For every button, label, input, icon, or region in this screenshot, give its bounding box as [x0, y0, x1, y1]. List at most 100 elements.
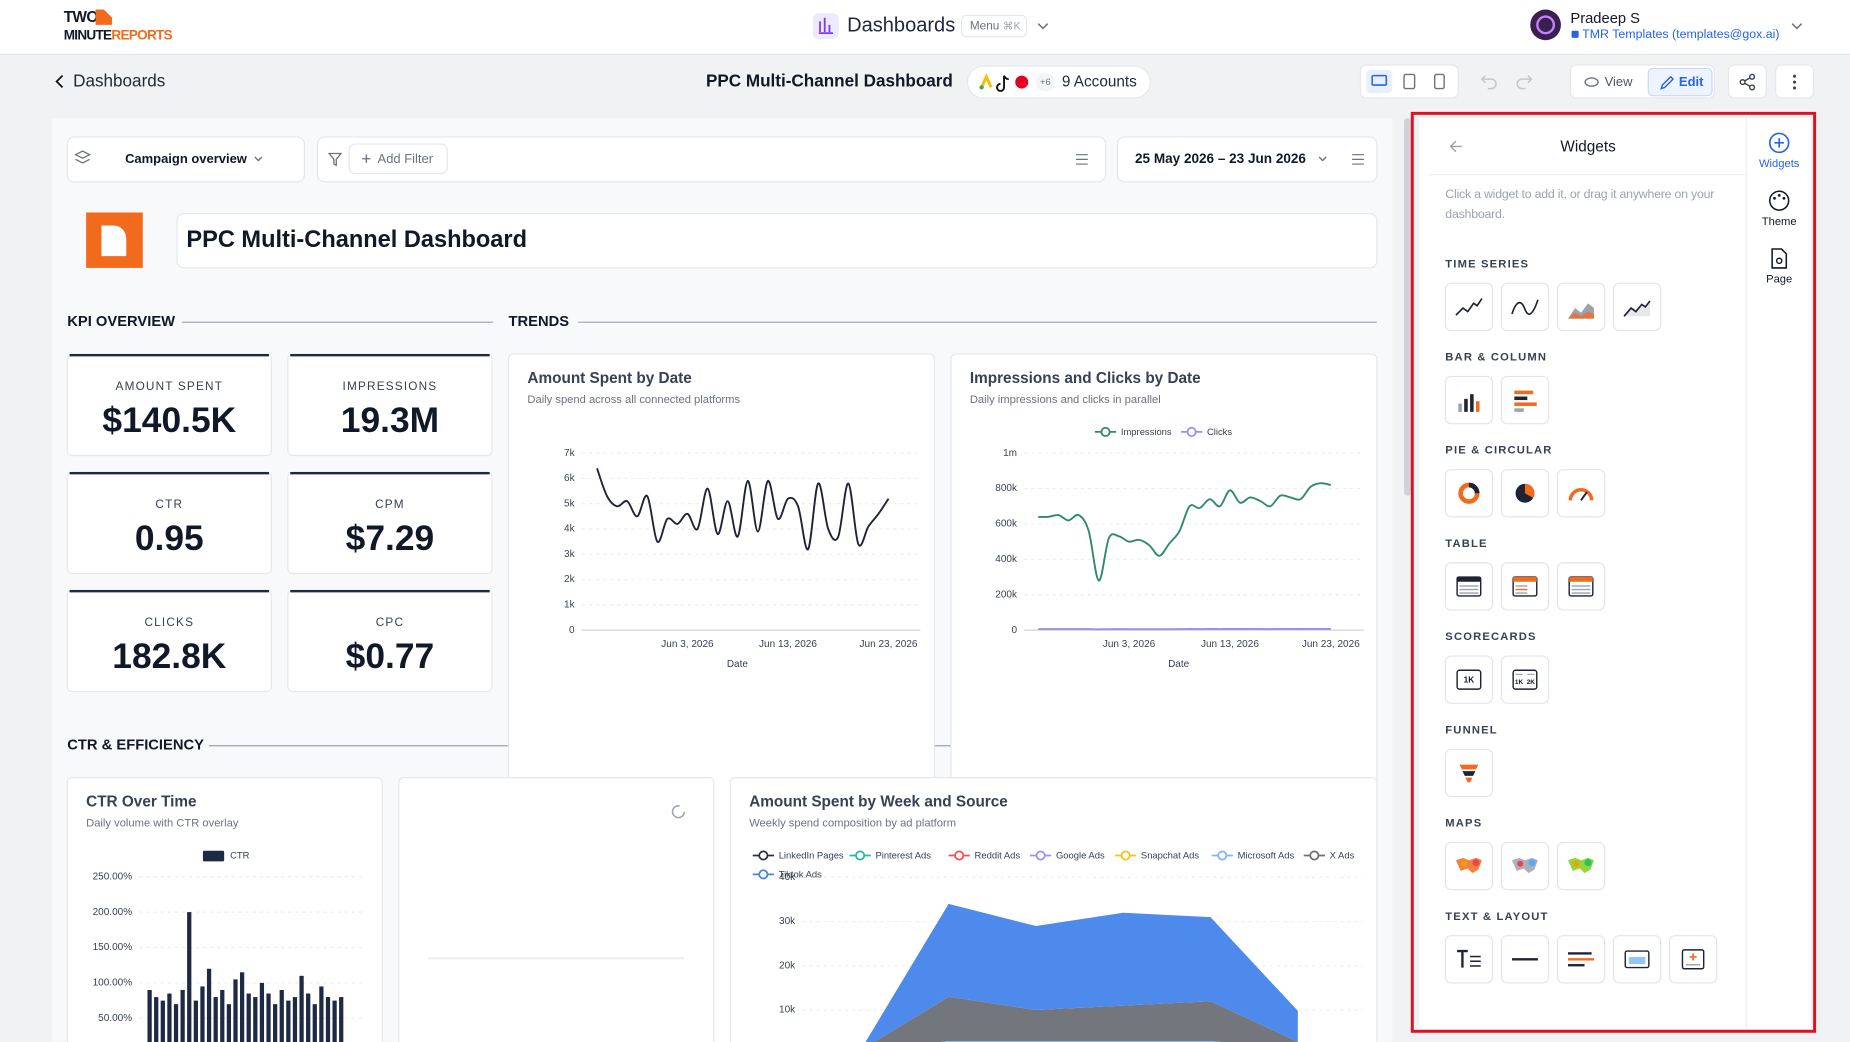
widget-glyph	[1511, 299, 1539, 315]
undo-button[interactable]	[1480, 75, 1497, 90]
page-tab-icon[interactable]	[1771, 248, 1788, 269]
widget-glyph	[1457, 577, 1481, 582]
bar	[147, 989, 152, 1042]
widget-button[interactable]	[1444, 469, 1494, 518]
widget-button[interactable]	[1556, 469, 1606, 518]
section-header: TRENDS	[509, 314, 570, 330]
widget-glyph	[1468, 482, 1480, 494]
legend-label: Microsoft Ads	[1238, 850, 1295, 861]
edit-button[interactable]	[1647, 67, 1713, 97]
x-tick-label: Jun 23, 2026	[1302, 639, 1360, 650]
widget-icon-label: 2K	[1527, 679, 1536, 686]
widget-glyph	[1568, 964, 1585, 967]
widget-glyph	[1528, 859, 1536, 867]
widget-button[interactable]	[1444, 935, 1494, 984]
edit-label: Edit	[1679, 74, 1704, 89]
chart-title: Amount Spent by Week and Source	[749, 793, 1008, 810]
widget-glyph	[1459, 592, 1479, 594]
widget-glyph	[1515, 592, 1528, 594]
more-accounts: +6	[1040, 76, 1051, 87]
widget-glyph	[1470, 394, 1474, 412]
theme-tab-icon[interactable]	[1769, 190, 1790, 211]
widget-glyph	[1584, 859, 1592, 867]
widget-group-title: TIME SERIES	[1445, 258, 1529, 270]
widget-group-title: PIE & CIRCULAR	[1445, 445, 1552, 457]
redo-button[interactable]	[1516, 75, 1533, 90]
share-icon-dot	[1749, 84, 1756, 91]
y-tick-label: 20k	[779, 960, 796, 971]
title-block	[176, 213, 1378, 269]
widget-button[interactable]	[1556, 282, 1606, 332]
accounts-pill[interactable]	[966, 65, 1151, 99]
widget-glyph	[1470, 965, 1481, 967]
legend-marker	[954, 850, 965, 861]
sidebar-tab[interactable]: Theme	[1762, 216, 1797, 228]
sidebar-tab[interactable]: Widgets	[1759, 158, 1800, 170]
widget-glyph	[1568, 952, 1592, 955]
y-tick-label: 6k	[564, 473, 576, 484]
kpi-value: 19.3M	[341, 401, 439, 440]
y-tick-label: 250.00%	[93, 871, 133, 882]
sidebar-description: Click a widget to add it, or drag it any…	[1445, 187, 1714, 201]
logo-mark	[95, 9, 113, 25]
sidebar-description: dashboard.	[1445, 207, 1505, 221]
add-filter-button[interactable]	[348, 143, 448, 175]
share-button[interactable]	[1727, 64, 1767, 99]
user-org: TMR Templates (templates@gox.ai)	[1582, 27, 1779, 41]
sidebar-title: Widgets	[1560, 139, 1616, 156]
more-icon-dot	[1793, 86, 1797, 90]
page-select[interactable]	[66, 136, 305, 183]
y-tick-label: 1m	[1003, 448, 1017, 459]
menu-button[interactable]	[960, 14, 1028, 38]
y-tick-label: 7k	[564, 448, 576, 459]
mobile-button[interactable]	[1433, 73, 1445, 90]
legend-label: Snapchat Ads	[1141, 850, 1199, 861]
widget-glyph	[1524, 483, 1535, 498]
user-avatar[interactable]	[1530, 9, 1561, 41]
legend-label: Tiktok Ads	[779, 868, 822, 879]
widget-glyph	[1515, 673, 1523, 675]
view-button[interactable]: View	[1605, 74, 1634, 89]
widget-glyph	[1459, 764, 1479, 770]
back-icon[interactable]	[55, 74, 64, 89]
sidebar-tab[interactable]: Page	[1766, 274, 1792, 286]
widget-group-title: TABLE	[1445, 538, 1487, 550]
area-layer	[874, 996, 1298, 1042]
desktop-button[interactable]	[1366, 69, 1393, 94]
org-icon	[1571, 30, 1579, 38]
y-tick-label: 0	[569, 625, 575, 636]
widget-glyph	[1513, 577, 1537, 582]
legend-marker	[1120, 850, 1131, 861]
chart-subtitle: Weekly spend composition by ad platform	[749, 818, 956, 830]
bar	[312, 1004, 317, 1042]
date-picker[interactable]	[1116, 136, 1378, 183]
widget-group-title: FUNNEL	[1445, 724, 1497, 736]
date-range: 25 May 2026 – 23 Jun 2026	[1135, 151, 1306, 166]
chevron-icon	[1037, 23, 1049, 30]
widget-glyph	[1571, 585, 1591, 587]
loading-spinner	[671, 805, 686, 819]
widgets-tab-icon[interactable]	[1768, 132, 1790, 154]
dashboard-title: PPC Multi-Channel Dashboard	[186, 226, 527, 252]
widget-glyph	[1571, 592, 1591, 594]
kpi-value: 182.8K	[112, 637, 227, 676]
bar	[279, 989, 284, 1042]
user-name: Pradeep S	[1570, 11, 1640, 27]
kpi-value: $140.5K	[102, 401, 236, 440]
widget-glyph	[1580, 491, 1588, 501]
tablet-button[interactable]	[1403, 73, 1416, 90]
page-tab-gear	[1775, 257, 1783, 265]
widget-glyph	[1689, 953, 1697, 961]
widget-button[interactable]	[1612, 282, 1662, 332]
page-select-label: Campaign overview	[125, 151, 248, 166]
widget-button[interactable]	[1444, 282, 1494, 332]
bar	[226, 1004, 232, 1042]
widget-button[interactable]	[1444, 375, 1494, 425]
kpi-value: $0.77	[346, 637, 435, 676]
chart-subtitle: Daily impressions and clicks in parallel	[970, 394, 1161, 406]
widget-glyph	[1459, 585, 1479, 587]
sidebar-back[interactable]	[1449, 140, 1462, 153]
chart-title: Impressions and Clicks by Date	[970, 370, 1201, 387]
widget-button[interactable]	[1500, 282, 1550, 332]
